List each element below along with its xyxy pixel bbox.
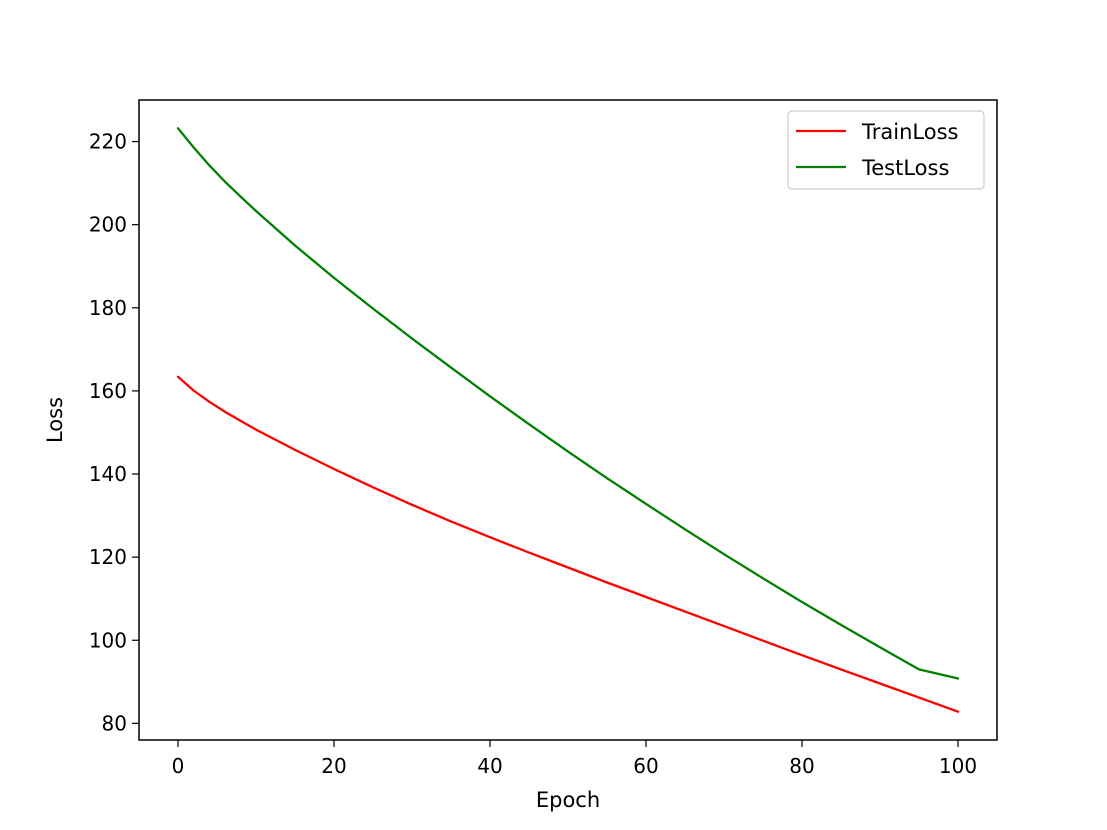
y-tick-label: 140 xyxy=(89,462,127,486)
legend-label-testloss: TestLoss xyxy=(861,156,949,180)
y-tick-label: 120 xyxy=(89,545,127,569)
plot-frame xyxy=(138,99,998,741)
y-axis-title: Loss xyxy=(43,397,67,443)
y-axis: 80 100 120 140 160 180 200 220 xyxy=(89,130,139,735)
series-layer xyxy=(176,127,960,713)
plot-background xyxy=(139,100,997,740)
x-tick-label: 100 xyxy=(939,754,977,778)
legend: TrainLoss TestLoss xyxy=(787,110,985,190)
legend-label-trainloss: TrainLoss xyxy=(861,120,958,144)
y-tick-label: 200 xyxy=(89,213,127,237)
x-tick-label: 80 xyxy=(789,754,814,778)
x-axis-title: Epoch xyxy=(536,788,600,812)
y-tick-label: 80 xyxy=(102,711,127,735)
x-tick-label: 20 xyxy=(321,754,346,778)
x-axis: 0 20 40 60 80 100 xyxy=(172,740,977,778)
y-tick-label: 220 xyxy=(89,130,127,154)
y-tick-label: 180 xyxy=(89,296,127,320)
series-line-testloss xyxy=(176,127,960,680)
series-line-trainloss xyxy=(176,375,960,713)
x-tick-label: 60 xyxy=(633,754,658,778)
y-tick-label: 100 xyxy=(89,628,127,652)
x-tick-label: 40 xyxy=(477,754,502,778)
x-tick-label: 0 xyxy=(172,754,185,778)
y-tick-label: 160 xyxy=(89,379,127,403)
